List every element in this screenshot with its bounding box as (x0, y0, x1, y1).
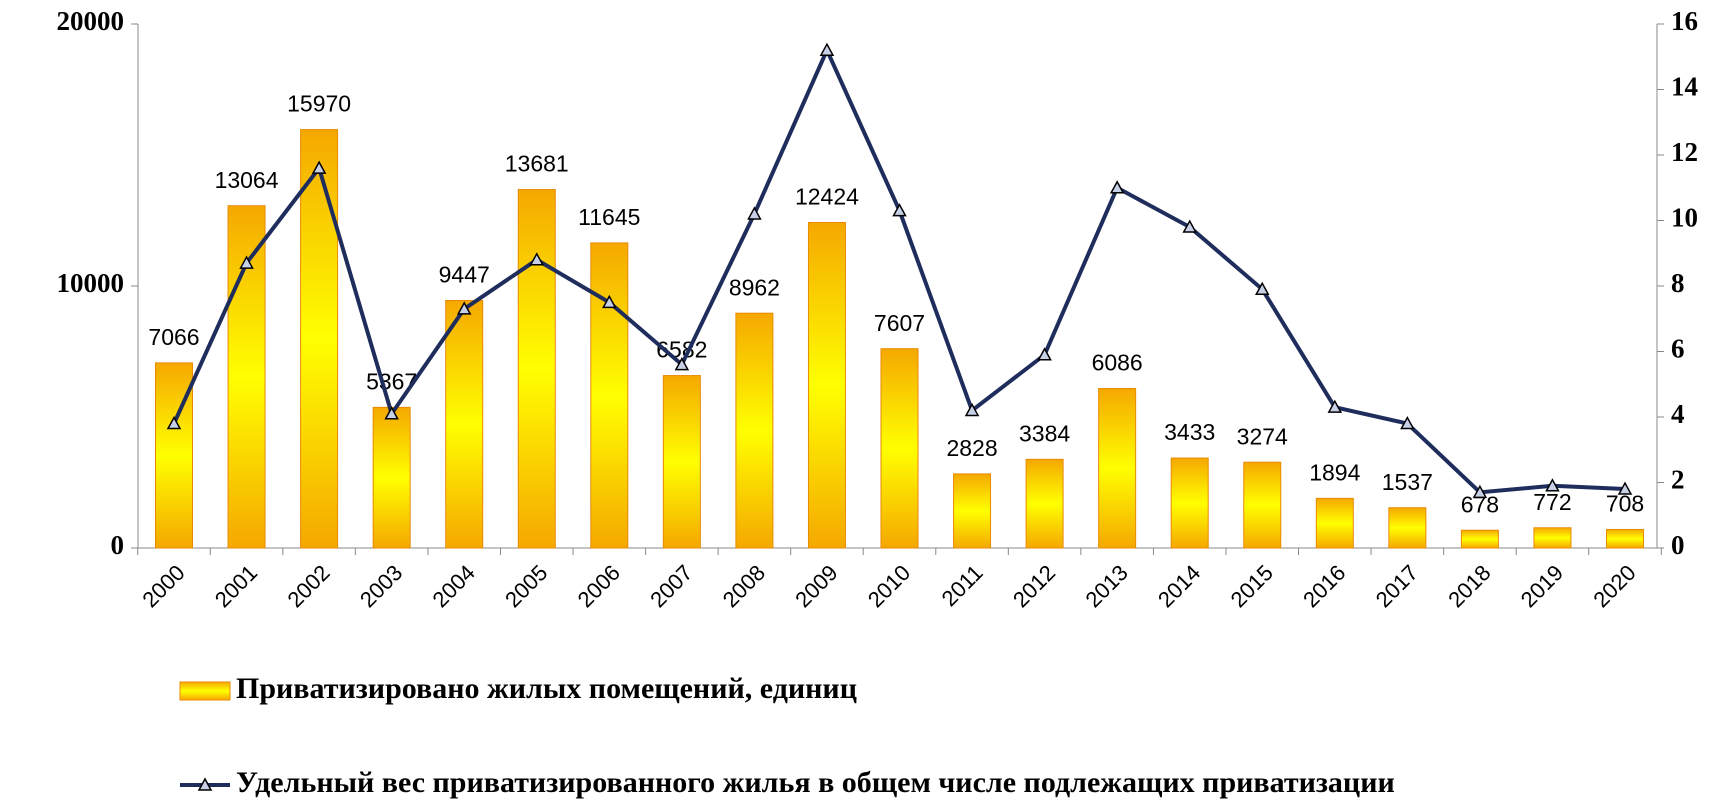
bar (662, 375, 701, 549)
bar (1243, 461, 1282, 549)
x-tick-label: 2015 (1226, 560, 1278, 612)
y2-tick-label: 16 (1671, 6, 1698, 36)
bar (1098, 388, 1137, 549)
marker (384, 406, 399, 420)
y2-tick-label: 0 (1671, 530, 1685, 560)
marker (602, 294, 617, 309)
x-tick-label: 2009 (790, 560, 842, 612)
x-tick-label: 2008 (718, 560, 770, 612)
marker (1545, 478, 1560, 492)
x-tick-label: 2002 (282, 560, 334, 612)
y2-tick-label: 2 (1671, 465, 1685, 495)
marker (1617, 481, 1633, 495)
value-label: 3274 (1237, 423, 1288, 449)
x-tick-label: 2005 (500, 560, 552, 612)
marker (1472, 484, 1488, 499)
y2-tick-label: 8 (1671, 268, 1685, 298)
y-tick-label: 0 (111, 530, 125, 560)
x-tick-label: 2014 (1153, 560, 1205, 612)
marker (1327, 399, 1343, 413)
marker (529, 252, 545, 266)
bar (953, 473, 992, 549)
marker (239, 255, 254, 269)
value-label: 8962 (729, 274, 780, 300)
y2-tick-label: 12 (1671, 137, 1698, 167)
x-tick-label: 2017 (1371, 560, 1423, 612)
bar (445, 299, 484, 549)
marker (892, 203, 907, 217)
marker (1109, 180, 1125, 194)
y-tick-label: 20000 (57, 6, 125, 36)
marker (1037, 347, 1052, 361)
legend-marker (197, 777, 213, 791)
bar (1460, 529, 1499, 549)
bar (735, 312, 774, 549)
x-tick-label: 2019 (1516, 560, 1568, 612)
bar (300, 129, 339, 549)
value-label: 13064 (215, 167, 279, 193)
bar (1388, 507, 1427, 549)
legend-label: Удельный вес приватизированного жилья в … (236, 766, 1395, 799)
x-tick-label: 2016 (1298, 560, 1350, 612)
x-tick-label: 2003 (355, 560, 407, 612)
value-label: 2828 (946, 435, 997, 461)
bar (807, 221, 846, 549)
value-label: 1537 (1382, 469, 1433, 495)
x-tick-label: 2000 (137, 560, 189, 612)
y2-tick-label: 6 (1671, 334, 1685, 364)
value-label: 1894 (1309, 459, 1360, 485)
x-tick-label: 2011 (937, 560, 988, 611)
x-tick-label: 2010 (863, 560, 915, 612)
y2-tick-label: 10 (1671, 203, 1698, 233)
bar (1606, 528, 1644, 549)
value-label: 13681 (505, 151, 569, 177)
bar (1533, 527, 1572, 549)
bar (1315, 497, 1354, 549)
x-tick-label: 2012 (1008, 560, 1060, 612)
marker (311, 160, 327, 174)
bar (590, 242, 629, 549)
bar (372, 406, 411, 549)
value-label: 6086 (1092, 350, 1143, 376)
x-tick-label: 2001 (210, 560, 262, 612)
value-label: 7066 (148, 324, 199, 350)
value-label: 15970 (287, 91, 351, 117)
bar (1025, 458, 1064, 549)
bar (1170, 457, 1209, 549)
marker (1182, 219, 1197, 233)
bar (880, 348, 919, 549)
y-tick-label: 10000 (57, 268, 125, 298)
marker (747, 206, 762, 220)
value-label: 3433 (1164, 419, 1215, 445)
value-label: 7607 (874, 310, 925, 336)
x-tick-label: 2006 (573, 560, 625, 612)
x-tick-label: 2020 (1588, 560, 1640, 612)
marker (819, 42, 835, 56)
y2-tick-label: 14 (1671, 72, 1698, 102)
x-tick-label: 2018 (1443, 560, 1495, 612)
marker (964, 402, 980, 417)
legend-label: Приватизировано жилых помещений, единиц (236, 672, 857, 705)
x-tick-label: 2007 (645, 560, 697, 612)
value-label: 708 (1606, 491, 1644, 517)
value-label: 12424 (795, 184, 859, 210)
bar (517, 189, 556, 549)
value-label: 3384 (1019, 420, 1070, 446)
marker (1400, 415, 1415, 430)
x-tick-label: 2013 (1081, 560, 1133, 612)
marker (456, 301, 472, 315)
value-label: 11645 (578, 204, 640, 230)
legend-swatch (179, 681, 231, 701)
value-label: 9447 (439, 262, 490, 288)
marker (166, 415, 182, 430)
marker (1254, 281, 1270, 296)
y2-tick-label: 4 (1671, 399, 1685, 429)
marker (674, 357, 690, 371)
value-label: 772 (1533, 489, 1571, 515)
x-tick-label: 2004 (428, 560, 480, 612)
